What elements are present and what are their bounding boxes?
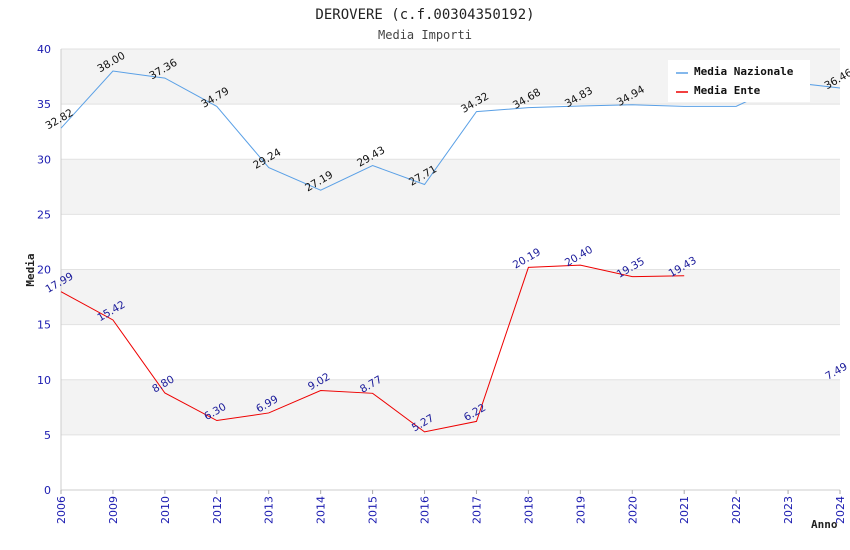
legend-label-nazionale: Media Nazionale xyxy=(694,65,794,78)
x-tick-2013: 2013 xyxy=(263,496,276,524)
band-15 xyxy=(61,269,840,325)
x-tick-2022: 2022 xyxy=(730,496,743,524)
y-tick-25: 25 xyxy=(37,208,51,221)
grid-lines xyxy=(61,48,840,491)
x-axis-title: Anno xyxy=(811,518,838,531)
y-tick-0: 0 xyxy=(44,484,51,497)
y-tick-20: 20 xyxy=(37,264,51,277)
x-tick-2018: 2018 xyxy=(522,496,535,524)
y-tick-15: 15 xyxy=(37,319,51,332)
x-tick-2020: 2020 xyxy=(626,496,639,524)
x-tick-2012: 2012 xyxy=(211,496,224,524)
x-tick-2021: 2021 xyxy=(678,496,691,524)
y-tick-35: 35 xyxy=(37,98,51,111)
series-layer xyxy=(60,70,841,433)
y-tick-5: 5 xyxy=(44,429,51,442)
x-tick-2016: 2016 xyxy=(419,496,432,524)
x-tick-2006: 2006 xyxy=(55,496,68,524)
series-line-ente xyxy=(60,264,685,433)
x-tick-2015: 2015 xyxy=(367,496,380,524)
x-tick-2014: 2014 xyxy=(315,496,328,524)
legend-label-ente: Media Ente xyxy=(694,84,761,97)
x-tick-2017: 2017 xyxy=(470,496,483,524)
x-axis: 2006 2009 2010 2012 2013 2014 2015 2016 2017 2018… xyxy=(55,489,847,524)
x-tick-2009: 2009 xyxy=(107,496,120,524)
legend: Media Nazionale Media Ente xyxy=(668,60,810,102)
chart-subtitle: Media Importi xyxy=(378,28,472,42)
legend-box xyxy=(668,60,810,102)
y-tick-40: 40 xyxy=(37,43,51,56)
x-tick-2019: 2019 xyxy=(574,496,587,524)
x-tick-2024: 2024 xyxy=(834,496,847,524)
chart-title: DEROVERE (c.f.00304350192) xyxy=(315,7,534,23)
y-axis: 0 5 10 15 20 25 30 35 40 xyxy=(37,43,62,497)
x-tick-2023: 2023 xyxy=(782,496,795,524)
y-tick-30: 30 xyxy=(37,153,51,166)
x-tick-2010: 2010 xyxy=(159,496,172,524)
y-tick-10: 10 xyxy=(37,374,51,387)
y-axis-title: Media xyxy=(24,253,37,286)
series-line-nazionale xyxy=(60,70,841,191)
band-25 xyxy=(61,159,840,215)
